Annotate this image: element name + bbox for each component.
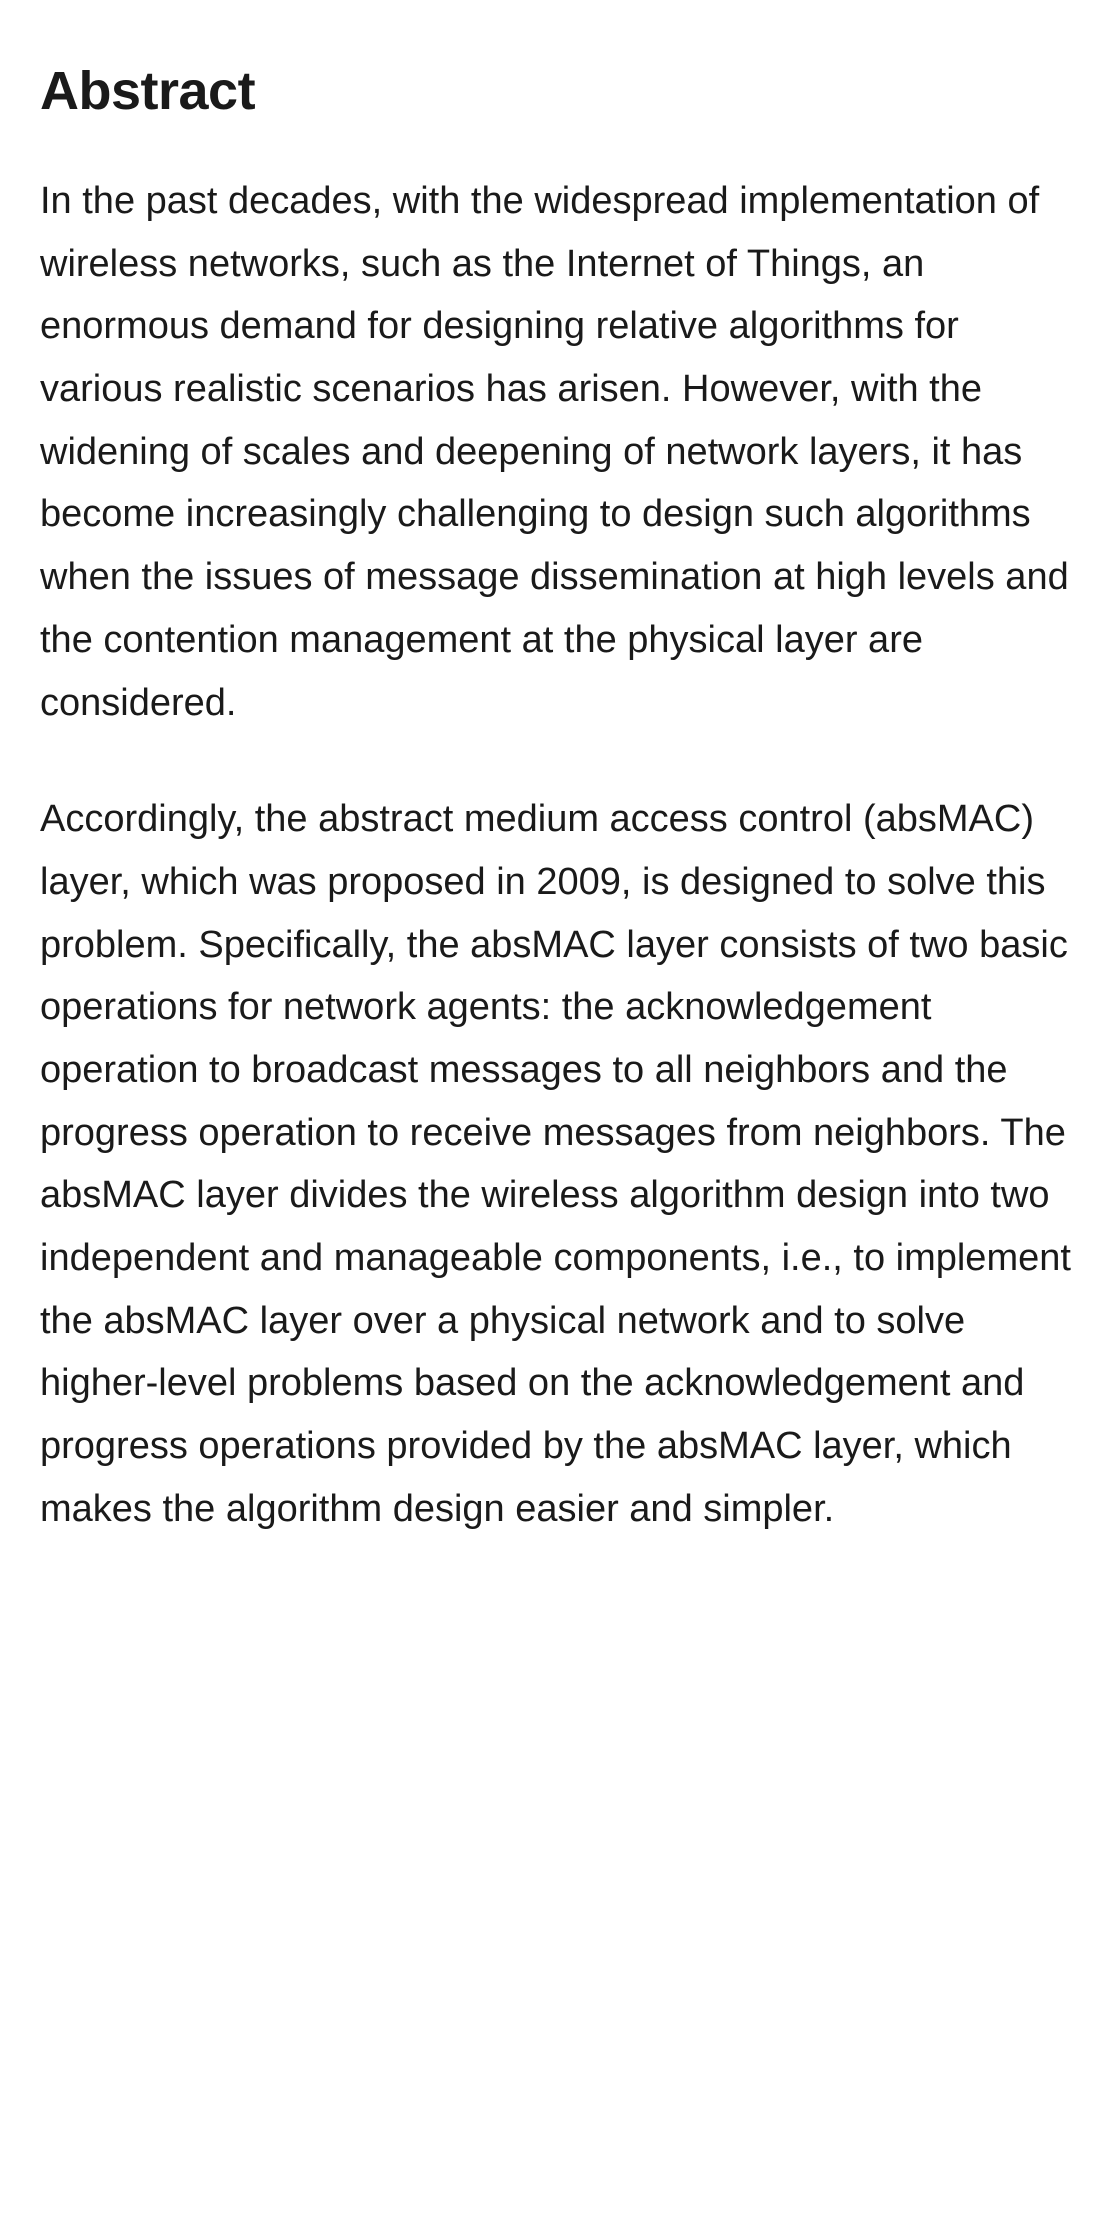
- abstract-paragraph: Accordingly, the abstract medium access …: [40, 788, 1077, 1540]
- abstract-paragraph: In the past decades, with the widespread…: [40, 170, 1077, 734]
- abstract-heading: Abstract: [40, 60, 1077, 122]
